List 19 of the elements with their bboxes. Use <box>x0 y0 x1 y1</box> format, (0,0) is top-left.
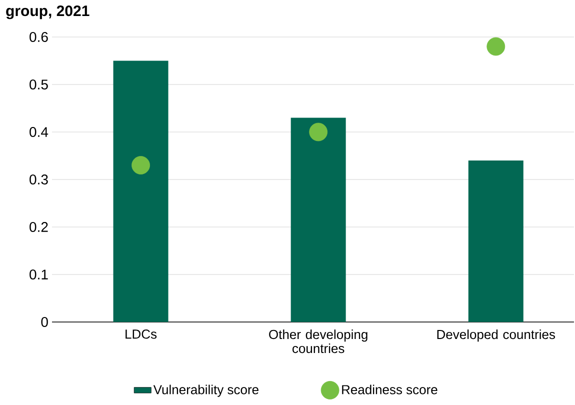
x-tick-label: Developed countries <box>437 330 556 342</box>
x-tick-label: Other developing countries <box>269 330 368 354</box>
y-tick-label: 0.3 <box>30 174 48 184</box>
y-tick-label: 0.4 <box>30 127 48 137</box>
y-tick-label: 0.5 <box>30 80 48 90</box>
legend-label: Readiness score <box>342 384 438 394</box>
bar <box>468 160 524 322</box>
y-tick-label: 0.6 <box>30 32 48 42</box>
point <box>309 122 328 142</box>
x-tick-label: LDCs <box>126 330 157 339</box>
y-tick-label: 0.2 <box>30 222 48 232</box>
y-tick-label: 0 <box>41 317 48 327</box>
y-tick-label: 0.1 <box>30 270 48 280</box>
point <box>132 156 150 174</box>
bar <box>290 118 346 322</box>
point <box>486 37 506 56</box>
chart-title: group, 2021 <box>6 6 90 20</box>
legend-label: Vulnerability score <box>153 384 258 397</box>
bar <box>113 60 168 322</box>
